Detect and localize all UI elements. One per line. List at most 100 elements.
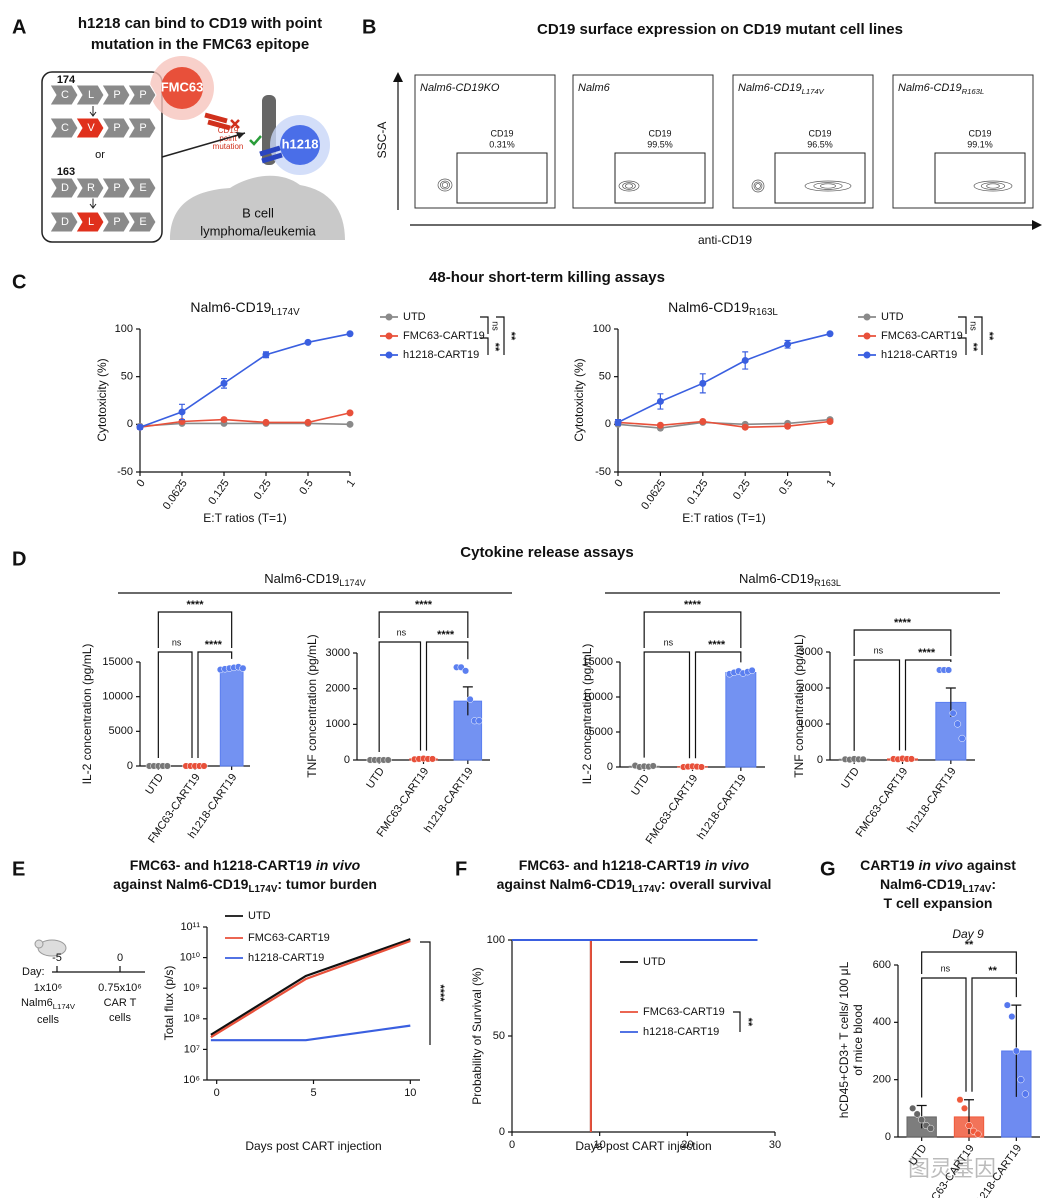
x-tick-label: 0 — [214, 1087, 220, 1099]
data-point — [965, 1121, 973, 1130]
y-tick-label: 10⁹ — [183, 982, 200, 994]
significance-bracket — [378, 641, 422, 752]
residue-chevron — [75, 84, 105, 106]
chart-title-part: L174V — [248, 884, 277, 895]
significance-bracket — [643, 651, 691, 759]
legend-label: h1218-CART19 — [403, 349, 479, 361]
day-value: -5 — [52, 952, 62, 964]
significance-label: ** — [505, 332, 517, 341]
plot-name: Nalm6 — [578, 82, 611, 94]
gate-label: CD19 — [648, 128, 671, 138]
panel-letter: C — [12, 271, 26, 293]
significance-bracket — [853, 659, 901, 751]
data-point — [239, 664, 247, 672]
contour — [813, 182, 843, 190]
panel-title: h1218 can bind to CD19 with point — [78, 15, 322, 32]
panel-letter: E — [12, 858, 25, 880]
data-point — [927, 1124, 935, 1132]
chart-title-part: T cell expansion — [884, 895, 993, 911]
residue-chevron — [101, 117, 131, 139]
chart-title-part: R163L — [749, 307, 778, 318]
contour — [440, 180, 450, 190]
series-line — [617, 420, 831, 429]
plot-name-part: L174V — [802, 87, 825, 96]
chart-title: against Nalm6-CD19L174V: tumor burden — [113, 876, 377, 895]
chart-title-part: FMC63- and h1218-CART19 — [519, 857, 701, 873]
significance-label: ** — [983, 332, 995, 341]
data-point — [949, 709, 957, 717]
residue-position: 163 — [57, 166, 75, 178]
significance-label: ns — [874, 645, 884, 655]
significance-bracket — [904, 659, 952, 751]
x-tick-label: 10 — [404, 1087, 416, 1099]
x-tick-label: 0 — [509, 1139, 515, 1151]
legend-marker — [863, 332, 871, 340]
significance-bracket — [643, 611, 742, 648]
data-point — [956, 1096, 964, 1104]
b-cell-shape — [170, 175, 345, 240]
residue-chevron — [49, 117, 79, 139]
residue-letter: V — [87, 122, 95, 134]
residue-letter: P — [139, 89, 146, 101]
residue-chevron — [127, 117, 157, 139]
data-point — [954, 720, 962, 728]
data-point — [304, 338, 312, 346]
y-tick-label: 0 — [605, 418, 611, 430]
cell-label: B cell — [242, 205, 274, 220]
gate — [614, 152, 706, 204]
gate-percent: 0.31% — [489, 139, 515, 149]
significance-label: ns — [491, 321, 501, 331]
x-axis-label: Days post CART injection — [575, 1139, 711, 1153]
data-point — [1012, 1047, 1020, 1055]
group-header: Nalm6-CD19R163L — [739, 571, 841, 588]
y-tick-label: 3000 — [799, 646, 823, 658]
residue-letter: R — [87, 182, 95, 194]
section-title: 48-hour short-term killing assays — [429, 269, 665, 286]
significance-bracket — [958, 316, 967, 334]
gate-percent: 96.5% — [807, 139, 833, 149]
plot-name-part: Nalm6-CD19 — [738, 82, 802, 94]
legend-label: FMC63-CART19 — [403, 330, 485, 342]
data-point — [466, 695, 474, 703]
significance-label: **** — [415, 599, 433, 611]
significance-label: **** — [708, 639, 726, 651]
residue-chevron — [75, 117, 105, 139]
chart-title-part: CART19 — [860, 857, 915, 873]
panel-letter: F — [455, 858, 467, 880]
data-point — [748, 666, 756, 674]
x-axis-label: E:T ratios (T=1) — [682, 511, 765, 525]
data-point — [649, 762, 657, 770]
residue-letter: D — [61, 182, 69, 194]
y-tick-label: 5000 — [589, 726, 613, 738]
significance-bracket — [974, 316, 983, 355]
significance-label: ** — [489, 343, 501, 352]
y-tick-label: 15000 — [102, 656, 133, 668]
data-point — [428, 755, 437, 763]
series-line — [617, 333, 831, 424]
plot-name: Nalm6-CD19L174V — [738, 82, 825, 96]
mutation-label: point — [219, 134, 237, 143]
y-tick-label: 0 — [127, 760, 133, 772]
h1218-binder — [259, 145, 283, 164]
y-tick-label: -50 — [117, 466, 133, 478]
legend-label: FMC63-CART19 — [881, 330, 963, 342]
residue-letter: C — [61, 89, 69, 101]
data-point — [178, 408, 186, 416]
chart-title-part: against Nalm6-CD19 — [113, 876, 249, 892]
significance-bracket — [157, 611, 233, 648]
or-text: or — [95, 149, 105, 161]
legend-label: h1218-CART19 — [248, 952, 324, 964]
y-tick-label: 200 — [873, 1074, 891, 1086]
cell-name: CAR T — [104, 997, 137, 1009]
contour — [755, 183, 761, 189]
data-point — [136, 423, 144, 431]
y-tick-label: 10¹⁰ — [180, 952, 201, 964]
significance-label: ** — [988, 965, 997, 977]
cell-name: Nalm6L174V — [21, 997, 76, 1011]
y-axis-label: Cytotoxicity (%) — [572, 358, 586, 441]
y-tick-label: 5000 — [109, 725, 133, 737]
plot-name: Nalm6-CD19R163L — [898, 82, 984, 96]
y-axis-label: IL-2 concentration (pg/mL) — [580, 644, 594, 785]
y-tick-label: 0 — [607, 761, 613, 773]
